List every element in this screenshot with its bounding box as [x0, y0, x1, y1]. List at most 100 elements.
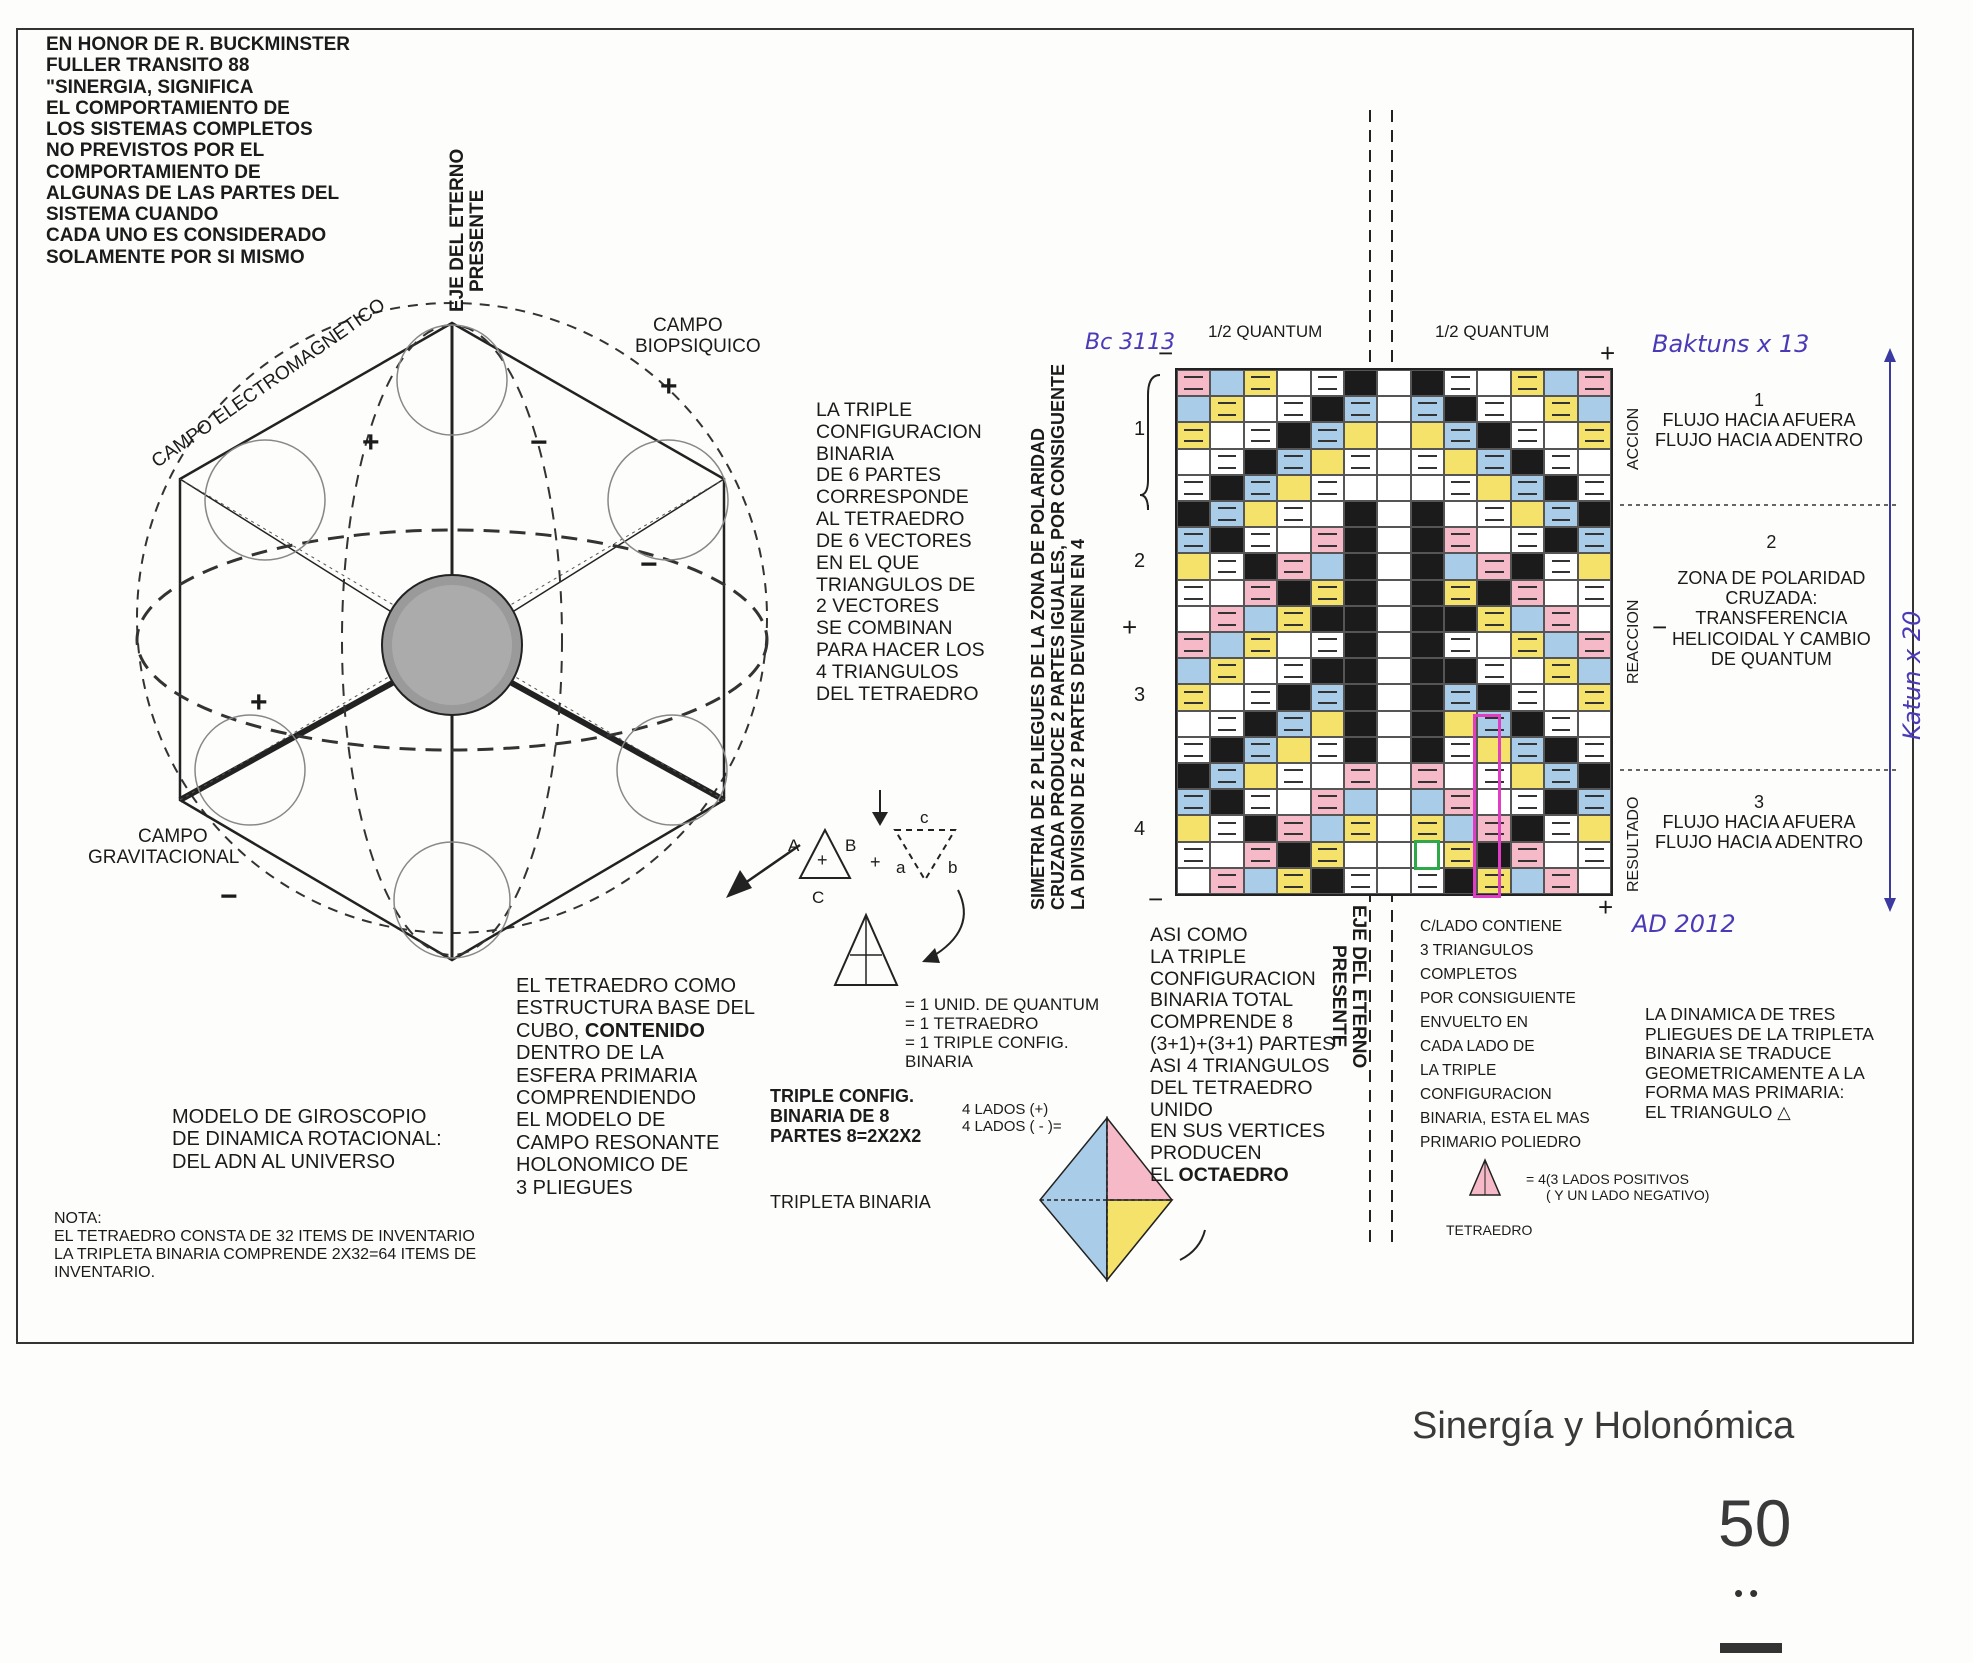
grid-cell	[1444, 370, 1478, 397]
grid-cell	[1477, 448, 1511, 475]
glyph-bars	[1317, 690, 1337, 705]
text-line: DEL ADN AL UNIVERSO	[172, 1150, 396, 1173]
glyph-bars	[1584, 690, 1604, 705]
grid-cell	[1444, 422, 1478, 449]
glyph-bars	[1584, 533, 1604, 548]
grid-cell	[1544, 710, 1578, 737]
text-line: GEOMETRICAMENTE A LA	[1645, 1062, 1865, 1083]
text-line: DEL TETRAEDRO	[1150, 1076, 1313, 1099]
grid-cell	[1477, 501, 1511, 528]
grid-cell	[1510, 841, 1545, 868]
grid-cell	[1444, 448, 1478, 475]
grid-cell	[1444, 841, 1478, 868]
grid-cell	[1377, 579, 1411, 606]
text-line: PRIMARIO POLIEDRO	[1420, 1134, 1582, 1152]
text-line: LA TRIPLE	[1150, 945, 1247, 968]
grid-minus-top: −	[1158, 338, 1174, 368]
grid-cell	[1343, 632, 1378, 659]
glyph-bars	[1284, 769, 1304, 783]
grid-cell	[1343, 841, 1378, 868]
grid-minus-bottom: −	[1148, 884, 1164, 914]
grid-cell	[1310, 815, 1344, 842]
grid-cell	[1544, 789, 1578, 816]
grid-cell	[1210, 789, 1244, 816]
glyph-bars	[1518, 795, 1537, 810]
grid-cell	[1544, 684, 1578, 711]
glyph-bars	[1451, 533, 1471, 548]
grid-cell	[1544, 527, 1578, 554]
grid-cell	[1444, 632, 1478, 659]
grid-cell	[1544, 553, 1578, 580]
glyph-bars	[1417, 402, 1437, 417]
grid-cell	[1477, 763, 1511, 790]
zone-1-text: 1 FLUJO HACIA AFUERA FLUJO HACIA ADENTRO	[1655, 390, 1864, 451]
handwritten-bc: Bc 3113	[1085, 330, 1176, 355]
text-line: TRIANGULOS DE	[816, 573, 976, 596]
zone-2-text: 2 ZONA DE POLARIDAD CRUZADA: TRANSFERENC…	[1672, 532, 1871, 669]
glyph-bars	[1484, 874, 1504, 888]
grid-cell	[1177, 422, 1211, 449]
glyph-bars	[1518, 533, 1537, 548]
grid-cell	[1343, 370, 1378, 397]
grid-cell	[1510, 370, 1545, 397]
grid-cell	[1310, 501, 1344, 528]
glyph-bars	[1251, 795, 1270, 810]
grid-cell	[1577, 448, 1611, 475]
grid-cell	[1177, 579, 1211, 606]
grid-cell	[1477, 579, 1511, 606]
grid-cell	[1343, 422, 1378, 449]
grid-cell	[1210, 501, 1244, 528]
grid-cell	[1377, 789, 1411, 816]
glyph-bars	[1284, 664, 1304, 679]
grid-minus-right: −	[1652, 612, 1668, 642]
grid-cell	[1577, 396, 1611, 423]
grid-cell	[1477, 527, 1511, 554]
grid-cell	[1410, 396, 1445, 423]
grid-cell	[1510, 579, 1545, 606]
text-line: CADA UNO ES CONSIDERADO	[46, 225, 327, 247]
grid-cell	[1544, 448, 1578, 475]
glyph-bars	[1484, 664, 1504, 679]
grid-cell	[1444, 815, 1478, 842]
glyph-bars	[1317, 743, 1337, 757]
grid-cell	[1444, 658, 1478, 685]
grid-cell	[1343, 684, 1378, 711]
text-line: BINARIA SE TRADUCE	[1645, 1043, 1832, 1064]
grid-cell	[1377, 527, 1411, 554]
glyph-bars	[1451, 690, 1471, 705]
grid-cell	[1310, 632, 1344, 659]
green-highlight	[1414, 840, 1440, 870]
grid-cell	[1210, 867, 1244, 894]
glyph-bars	[1484, 612, 1504, 626]
text-line: DE 6 VECTORES	[816, 529, 972, 552]
grid-cell	[1277, 605, 1311, 632]
grid-cell	[1444, 605, 1478, 632]
grid-cell	[1410, 527, 1445, 554]
grid-cell	[1544, 632, 1578, 659]
grid-cell	[1410, 684, 1445, 711]
glyph-bars	[1217, 769, 1237, 783]
tri-label-a: a	[896, 858, 906, 877]
grid-cell	[1310, 789, 1344, 816]
text-line: LA TRIPLE	[816, 399, 913, 421]
axis-label-grid: EJE DEL ETERNO PRESENTE	[1328, 905, 1369, 1069]
glyph-bars	[1317, 795, 1337, 810]
glyph-bars	[1251, 428, 1270, 443]
grid-cell	[1343, 474, 1378, 501]
glyph-bars	[1518, 428, 1537, 443]
handwritten-ad: AD 2012	[1632, 910, 1736, 938]
glyph-bars	[1184, 376, 1204, 390]
glyph-bars	[1584, 428, 1604, 443]
text-line: CONFIGURACION	[816, 420, 982, 443]
grid-cell	[1510, 736, 1545, 763]
grid-cell	[1343, 579, 1378, 606]
glyph-bars	[1217, 402, 1237, 417]
grid-cell	[1277, 527, 1311, 554]
dinamica-text: LA DINAMICA DE TRES PLIEGUES DE LA TRIPLE…	[1645, 1004, 1874, 1123]
text-line: CONFIGURACION	[1150, 967, 1316, 990]
grid-cell	[1310, 396, 1344, 423]
grid-cell	[1277, 815, 1311, 842]
glyph-bars	[1417, 821, 1437, 836]
glyph-bars	[1284, 454, 1304, 469]
handwritten-katun: Katun x 20	[1898, 610, 1926, 740]
